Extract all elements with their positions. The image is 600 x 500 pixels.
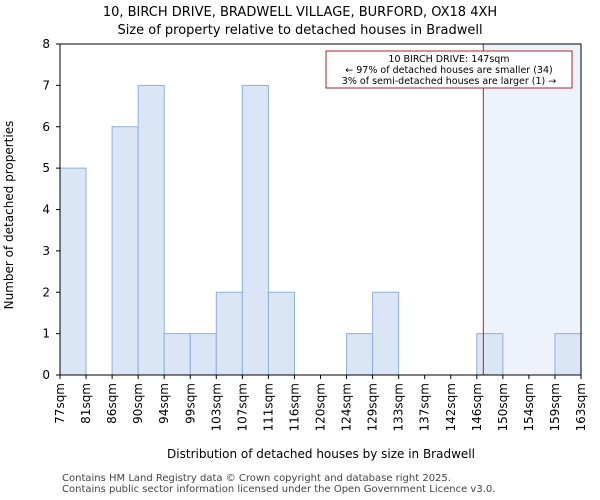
y-tick-label: 1 (42, 327, 50, 341)
x-tick-label: 124sqm (340, 383, 354, 431)
y-axis-label: Number of detached properties (2, 121, 16, 310)
bar (111, 126, 139, 376)
bar (137, 84, 165, 376)
x-tick-label: 163sqm (574, 383, 588, 431)
y-tick-label: 3 (42, 244, 50, 258)
annotation-box (325, 50, 573, 89)
y-tick-label: 6 (42, 120, 50, 134)
x-tick-label: 94sqm (157, 383, 171, 424)
bar (189, 333, 217, 376)
bar (346, 333, 374, 376)
y-tick-label: 7 (42, 78, 50, 92)
x-tick-label: 81sqm (79, 383, 93, 424)
bar (372, 291, 400, 376)
y-tick-label: 4 (42, 203, 50, 217)
footer-line-2: Contains public sector information licen… (62, 484, 496, 495)
y-tick-label: 0 (42, 368, 50, 382)
footer-line-1: Contains HM Land Registry data © Crown c… (62, 473, 451, 484)
x-tick-label: 77sqm (53, 383, 67, 424)
bar (215, 291, 243, 376)
y-tick-label: 2 (42, 285, 50, 299)
chart-subtitle: Size of property relative to detached ho… (117, 23, 482, 38)
x-tick-label: 159sqm (548, 383, 562, 431)
bar (476, 333, 504, 376)
x-tick-label: 116sqm (287, 383, 301, 431)
y-tick-label: 5 (42, 161, 50, 175)
highlight-region (483, 44, 581, 375)
x-tick-label: 111sqm (261, 383, 275, 431)
bar (267, 291, 295, 376)
x-axis-label: Distribution of detached houses by size … (167, 447, 475, 461)
bar (241, 84, 269, 376)
x-tick-label: 154sqm (522, 383, 536, 431)
x-tick-label: 133sqm (392, 383, 406, 431)
annotation-line-3: 3% of semi-detached houses are larger (1… (342, 76, 556, 87)
x-tick-label: 129sqm (366, 383, 380, 431)
annotation-line-2: ← 97% of detached houses are smaller (34… (345, 65, 552, 76)
x-tick-label: 120sqm (314, 383, 328, 431)
x-tick-label: 137sqm (418, 383, 432, 431)
annotation-line-1: 10 BIRCH DRIVE: 147sqm (388, 54, 509, 65)
x-tick-label: 90sqm (131, 383, 145, 424)
y-tick-label: 8 (42, 37, 50, 51)
x-tick-label: 107sqm (235, 383, 249, 431)
x-tick-label: 103sqm (209, 383, 223, 431)
x-tick-label: 150sqm (496, 383, 510, 431)
plot-area: 0 1 2 3 4 5 6 7 8 77sqm 81sqm 86sqm 90sqm 94sqm 99sqm 1… (42, 37, 588, 431)
x-tick-label: 142sqm (444, 383, 458, 431)
bar (163, 333, 191, 376)
x-tick-label: 146sqm (470, 383, 484, 431)
bar (59, 167, 87, 376)
chart-title: 10, BIRCH DRIVE, BRADWELL VILLAGE, BURFO… (103, 5, 497, 20)
x-tick-label: 86sqm (105, 383, 119, 424)
bar (554, 333, 582, 376)
x-tick-label: 99sqm (183, 383, 197, 424)
